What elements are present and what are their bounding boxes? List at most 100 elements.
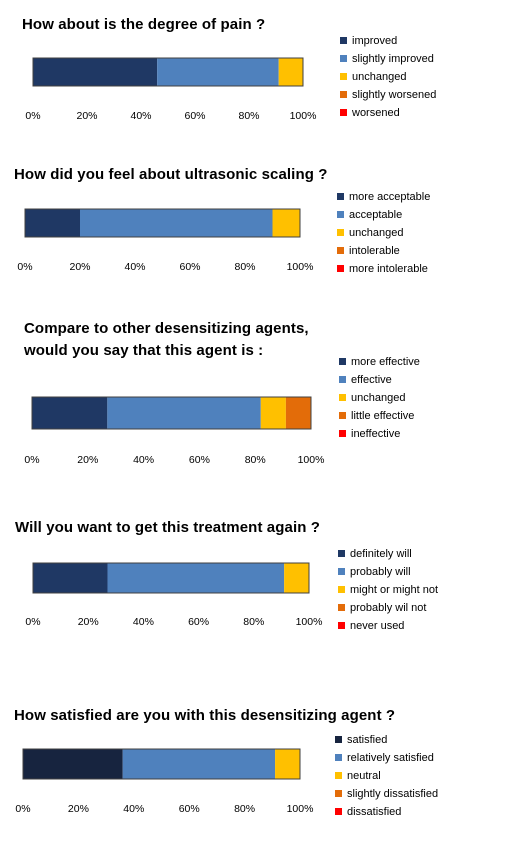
x-tick-label: 40% xyxy=(133,616,154,628)
x-tick-label: 20% xyxy=(68,803,89,815)
chart-legend: more acceptable acceptable unchanged intole… xyxy=(337,188,430,278)
legend-swatch xyxy=(337,192,344,200)
x-tick-label: 0% xyxy=(24,454,39,466)
legend-label: effective xyxy=(351,374,392,386)
legend-item: neutral xyxy=(335,767,438,785)
legend-swatch xyxy=(338,549,345,557)
legend-item: might or might not xyxy=(338,581,438,599)
x-tick-label: 100% xyxy=(290,110,317,122)
chart-title-line: How about is the degree of pain ? xyxy=(22,16,266,33)
legend-item: probably will xyxy=(338,563,438,581)
bar-segment xyxy=(285,397,311,429)
chart-legend: more effective effective unchanged little e… xyxy=(339,353,420,443)
chart-title-line: Compare to other desensitizing agents, xyxy=(24,320,309,337)
bar-segment xyxy=(278,58,303,86)
legend-label: more effective xyxy=(351,356,420,368)
x-tick-label: 100% xyxy=(296,616,323,628)
legend-swatch xyxy=(338,603,345,611)
chart-title-line: Will you want to get this treatment agai… xyxy=(15,519,321,536)
x-tick-label: 20% xyxy=(77,454,98,466)
chart-title: Will you want to get this treatment agai… xyxy=(15,517,320,539)
plot-area xyxy=(31,396,312,430)
legend-label: slightly dissatisfied xyxy=(347,788,439,800)
legend-item: probably wil not xyxy=(338,599,438,617)
bar-segment xyxy=(107,397,261,429)
legend-label: unchanged xyxy=(351,392,406,404)
x-tick-label: 60% xyxy=(189,454,210,466)
plot-area xyxy=(32,562,310,594)
legend-label: definitely will xyxy=(350,548,412,560)
x-tick-label: 80% xyxy=(234,261,255,273)
legend-label: might or might not xyxy=(350,584,439,596)
bar-segment xyxy=(80,209,273,237)
x-tick-label: 40% xyxy=(123,803,144,815)
bar-segment xyxy=(284,563,309,593)
legend-item: dissatisfied xyxy=(335,803,438,821)
legend-item: worsened xyxy=(340,104,436,122)
legend-label: intolerable xyxy=(349,245,400,257)
bar-outline xyxy=(32,57,304,87)
legend-label: unchanged xyxy=(349,227,404,239)
legend-swatch xyxy=(338,585,345,593)
legend-item: unchanged xyxy=(340,68,436,86)
legend-label: improved xyxy=(352,35,398,47)
bar-outline xyxy=(31,396,312,430)
bar-outline xyxy=(24,208,301,238)
x-tick-label: 0% xyxy=(17,261,32,273)
x-tick-label: 80% xyxy=(243,616,264,628)
legend-label: dissatisfied xyxy=(347,806,402,818)
chart-title-line: How did you feel about ultrasonic scalin… xyxy=(14,166,328,183)
legend-swatch xyxy=(335,771,342,779)
legend-item: relatively satisfied xyxy=(335,749,438,767)
legend-swatch xyxy=(337,210,344,218)
chart-title: How satisfied are you with this desensit… xyxy=(14,705,395,727)
legend-label: ineffective xyxy=(351,428,401,440)
x-tick-label: 40% xyxy=(133,454,154,466)
legend-label: little effective xyxy=(351,410,415,422)
legend-swatch xyxy=(340,54,347,62)
legend-item: unchanged xyxy=(339,389,420,407)
bar-segment xyxy=(272,209,300,237)
legend-swatch xyxy=(337,228,344,236)
plot-area xyxy=(24,208,301,238)
bar-segment xyxy=(25,209,80,237)
legend-label: satisfied xyxy=(347,734,388,746)
legend-item: more effective xyxy=(339,353,420,371)
x-tick-label: 60% xyxy=(179,261,200,273)
legend-swatch xyxy=(339,393,346,401)
x-tick-label: 20% xyxy=(69,261,90,273)
legend-label: probably wil not xyxy=(350,602,427,614)
legend-swatch xyxy=(340,72,347,80)
legend-swatch xyxy=(339,411,346,419)
legend-swatch xyxy=(337,246,344,254)
x-tick-label: 60% xyxy=(179,803,200,815)
legend-swatch xyxy=(339,429,346,437)
chart-title: Compare to other desensitizing agents, wo… xyxy=(24,318,309,362)
bar-segment xyxy=(32,397,108,429)
legend-swatch xyxy=(335,807,342,815)
chart-title: How did you feel about ultrasonic scalin… xyxy=(14,164,328,186)
legend-label: more intolerable xyxy=(349,263,428,275)
bar-segment xyxy=(275,749,300,779)
chart-title-line: How satisfied are you with this desensit… xyxy=(14,707,396,724)
bar-segment xyxy=(107,563,285,593)
legend-item: slightly worsened xyxy=(340,86,436,104)
legend-item: more intolerable xyxy=(337,260,430,278)
x-tick-label: 20% xyxy=(76,110,97,122)
legend-item: little effective xyxy=(339,407,420,425)
x-tick-label: 0% xyxy=(25,110,40,122)
legend-item: effective xyxy=(339,371,420,389)
legend-item: slightly dissatisfied xyxy=(335,785,438,803)
legend-swatch xyxy=(335,735,342,743)
legend-label: probably will xyxy=(350,566,411,578)
legend-label: unchanged xyxy=(352,71,407,83)
legend-label: relatively satisfied xyxy=(347,752,434,764)
x-tick-label: 80% xyxy=(238,110,259,122)
legend-item: intolerable xyxy=(337,242,430,260)
x-tick-label: 100% xyxy=(287,803,314,815)
x-tick-label: 0% xyxy=(25,616,40,628)
chart-title: How about is the degree of pain ? xyxy=(22,14,265,36)
legend-swatch xyxy=(338,621,345,629)
legend-item: improved xyxy=(340,32,436,50)
legend-label: slightly improved xyxy=(352,53,434,65)
